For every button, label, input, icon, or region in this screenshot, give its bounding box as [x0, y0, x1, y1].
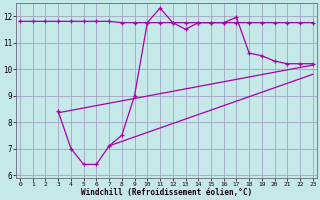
X-axis label: Windchill (Refroidissement éolien,°C): Windchill (Refroidissement éolien,°C): [81, 188, 252, 197]
